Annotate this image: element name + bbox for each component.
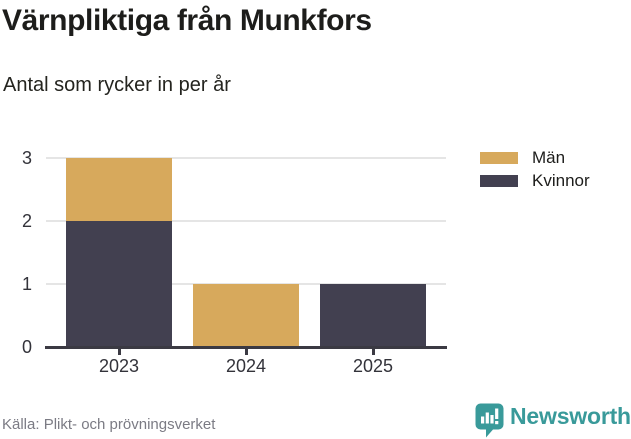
bar-segment-kvinnor-2025 bbox=[320, 284, 426, 347]
gridline bbox=[46, 157, 446, 159]
x-tick bbox=[244, 349, 248, 355]
y-tick-label: 1 bbox=[21, 274, 32, 294]
bar-chart-speech-bubble-icon bbox=[475, 403, 504, 438]
legend-label: Kvinnor bbox=[532, 171, 590, 190]
x-tick-label: 2025 bbox=[352, 356, 394, 376]
y-tick-label: 2 bbox=[21, 211, 32, 231]
legend-item-kvinnor: Kvinnor bbox=[480, 170, 590, 192]
x-tick bbox=[117, 349, 121, 355]
plot-area: 2023 2024 2025 bbox=[45, 157, 447, 376]
newsworthy-logo[interactable]: Newsworthy bbox=[474, 401, 631, 439]
x-tick bbox=[371, 349, 375, 355]
chart-subtitle: Antal som rycker in per år bbox=[3, 74, 231, 96]
legend-label: Män bbox=[532, 148, 566, 167]
newsworthy-wordmark: Newsworthy bbox=[510, 403, 631, 429]
legend-swatch bbox=[480, 152, 518, 164]
source-note: Källa: Plikt- och prövningsverket bbox=[2, 416, 216, 433]
x-tick-label: 2024 bbox=[225, 356, 267, 376]
y-tick-label: 3 bbox=[21, 148, 32, 168]
chart-title: Värnpliktiga från Munkfors bbox=[2, 4, 372, 37]
bar-segment-män-2024 bbox=[193, 284, 299, 347]
legend-item-män: Män bbox=[480, 147, 590, 169]
x-tick-label: 2023 bbox=[98, 356, 140, 376]
gridline bbox=[46, 220, 446, 222]
legend: Män Kvinnor bbox=[480, 147, 590, 193]
bar-segment-kvinnor-2023 bbox=[66, 221, 172, 347]
y-tick-label: 0 bbox=[21, 337, 32, 357]
bar-segment-män-2023 bbox=[66, 158, 172, 221]
x-axis-line bbox=[45, 346, 447, 349]
legend-swatch bbox=[480, 175, 518, 187]
